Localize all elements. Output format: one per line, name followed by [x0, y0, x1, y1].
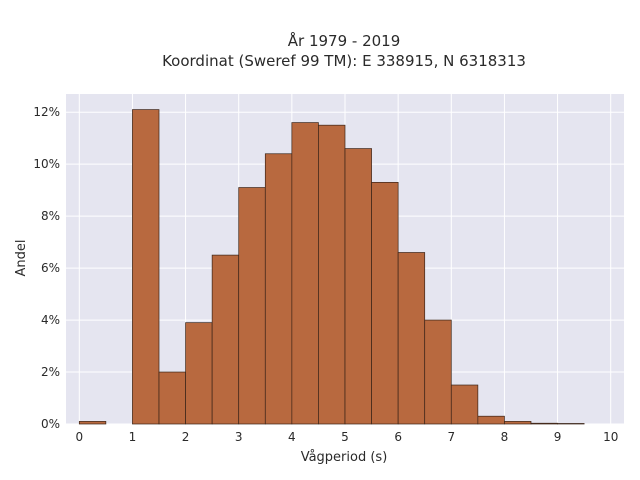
x-tick-label: 0: [75, 430, 83, 444]
histogram-bar: [264, 153, 293, 425]
x-tick-label: 3: [235, 430, 243, 444]
histogram-bar: [371, 181, 399, 425]
y-tick-label: 4%: [41, 313, 60, 327]
histogram-bar: [132, 109, 160, 425]
y-tick-label: 12%: [33, 105, 60, 119]
x-axis-ticks: 0 1 2 3 4 5 6 7 8 9 10: [75, 430, 618, 444]
x-tick-label: 1: [129, 430, 137, 444]
histogram-bar: [504, 421, 532, 425]
histogram-bar: [318, 124, 346, 425]
x-tick-label: 6: [394, 430, 402, 444]
histogram-bar: [344, 148, 372, 425]
x-tick-label: 5: [341, 430, 349, 444]
histogram-bars: [78, 109, 585, 425]
histogram-bar: [238, 187, 266, 425]
y-tick-label: 10%: [33, 157, 60, 171]
x-tick-label: 4: [288, 430, 296, 444]
histogram-bar: [158, 371, 186, 425]
y-axis-title: Andel: [14, 240, 29, 277]
y-tick-label: 0%: [41, 417, 60, 431]
x-axis-title: Vågperiod (s): [301, 450, 388, 465]
histogram-bar: [557, 423, 585, 425]
histogram-bar: [78, 421, 107, 425]
histogram-bar: [530, 422, 558, 425]
histogram-bar: [397, 252, 426, 425]
histogram-bar: [211, 254, 240, 425]
y-axis-ticks: 0% 2% 4% 6% 8% 10% 12%: [33, 105, 60, 431]
chart-subtitle: Koordinat (Sweref 99 TM): E 338915, N 63…: [162, 52, 526, 70]
x-tick-label: 8: [501, 430, 509, 444]
histogram-bar: [291, 122, 319, 425]
y-tick-label: 2%: [41, 365, 60, 379]
histogram-bar: [185, 322, 213, 425]
x-tick-label: 7: [447, 430, 455, 444]
x-tick-label: 2: [182, 430, 190, 444]
y-tick-label: 8%: [41, 209, 60, 223]
histogram-bar: [477, 415, 505, 425]
histogram-bar: [424, 319, 452, 425]
histogram-bar: [450, 384, 479, 425]
chart-title: År 1979 - 2019: [288, 31, 401, 50]
y-tick-label: 6%: [41, 261, 60, 275]
x-tick-label: 9: [554, 430, 562, 444]
x-tick-label: 10: [603, 430, 618, 444]
